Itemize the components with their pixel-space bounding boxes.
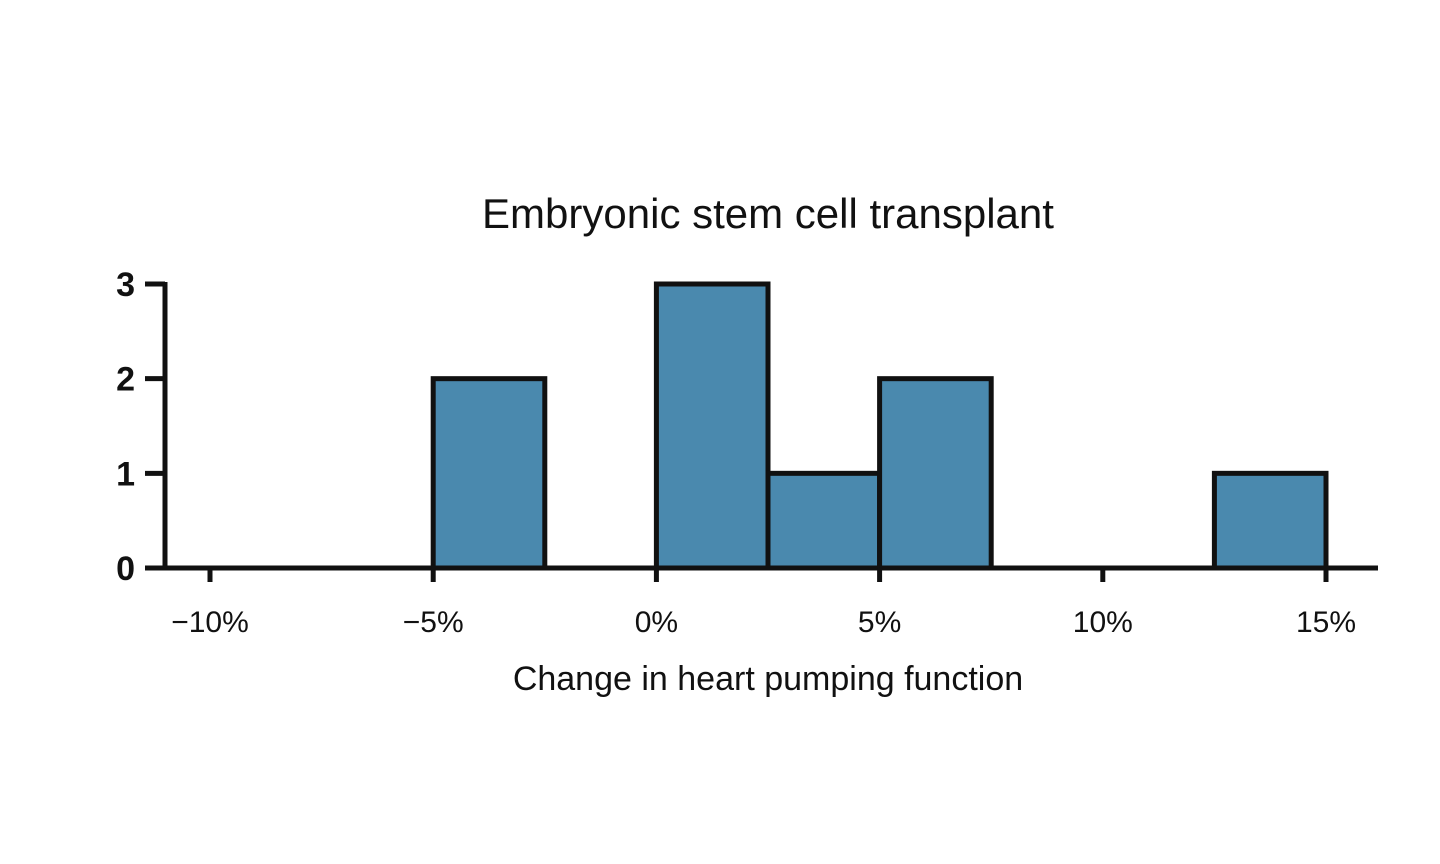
x-ticks-group: −10% −5% 0% 5% 10% 15% [171,568,1356,639]
x-tick-label: −5% [403,606,464,639]
histogram-bar [653,281,771,571]
y-tick-label: 1 [116,455,135,493]
x-tick-label: 0% [635,606,678,639]
y-ticks-group: 0 1 2 3 [116,266,165,588]
histogram-bar [765,470,883,571]
bars-group [430,281,1329,571]
chart-title: Embryonic stem cell transplant [482,190,1054,237]
x-tick-label: −10% [171,606,249,639]
y-tick-label: 0 [116,550,135,588]
x-axis-label: Change in heart pumping function [513,660,1023,698]
histogram-bar [877,376,994,571]
x-tick-label: 5% [858,606,901,639]
y-tick-label: 3 [116,266,135,304]
y-tick-label: 2 [116,361,135,399]
x-tick-label: 15% [1296,606,1356,639]
histogram-bar [1211,470,1329,571]
x-tick-label: 10% [1073,606,1133,639]
histogram-bar [430,376,548,571]
